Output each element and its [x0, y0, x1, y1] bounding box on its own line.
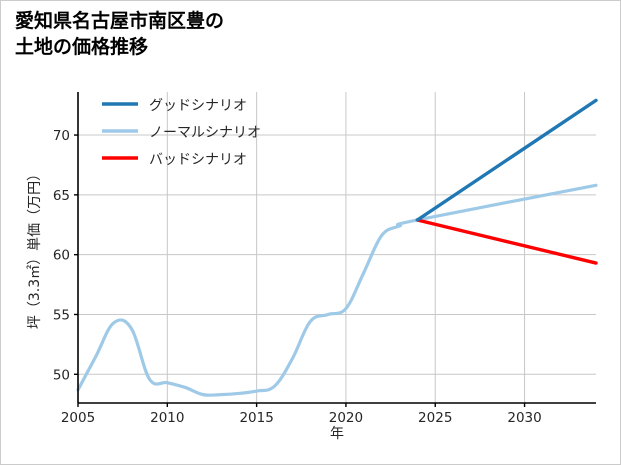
chart-title: 愛知県名古屋市南区豊の 土地の価格推移 — [15, 9, 435, 61]
y-tick-label: 65 — [53, 188, 70, 204]
y-tick-label: 50 — [53, 367, 70, 383]
legend-label-2: バッドシナリオ — [149, 152, 247, 168]
gridlines — [78, 134, 596, 375]
x-tick-label: 2030 — [507, 410, 541, 426]
legend-label-1: ノーマルシナリオ — [149, 125, 261, 141]
x-tick-labels: 2005 2010 2015 2020 2025 2030 — [61, 403, 542, 426]
legend-label-0: グッドシナリオ — [149, 98, 247, 114]
x-tick-label: 2015 — [239, 410, 273, 426]
x-tick-label: 2025 — [418, 410, 452, 426]
y-tick-labels: 50 55 60 65 70 — [53, 128, 78, 383]
vertical-gridlines — [77, 92, 526, 403]
series-line-good — [415, 98, 598, 222]
chart-title-text: 愛知県名古屋市南区豊の 土地の価格推移 — [15, 11, 225, 58]
y-axis-title: 坪（3.3㎡）単価（万円） — [27, 167, 43, 329]
y-tick-label: 55 — [53, 307, 70, 323]
series-line-bad — [415, 218, 598, 265]
x-axis-title: 年 — [330, 426, 344, 442]
series-line-normal — [76, 183, 598, 397]
y-tick-label: 70 — [53, 128, 70, 144]
x-tick-label: 2020 — [329, 410, 363, 426]
y-tick-label: 60 — [53, 248, 70, 264]
data-series-group — [76, 98, 598, 397]
x-tick-label: 2010 — [150, 410, 184, 426]
x-tick-label: 2005 — [61, 410, 95, 426]
